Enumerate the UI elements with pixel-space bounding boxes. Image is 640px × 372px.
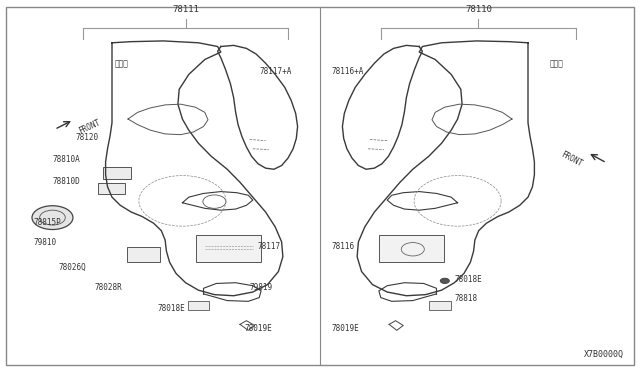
FancyBboxPatch shape [429, 301, 451, 310]
Text: 78028R: 78028R [95, 283, 122, 292]
Text: 78110: 78110 [465, 5, 492, 14]
Circle shape [440, 278, 449, 283]
Text: 78120: 78120 [76, 133, 99, 142]
FancyBboxPatch shape [103, 167, 131, 179]
Text: 非販売: 非販売 [550, 60, 564, 68]
Text: 非販売: 非販売 [115, 60, 129, 68]
Text: 78018E: 78018E [157, 304, 186, 312]
FancyBboxPatch shape [127, 247, 160, 262]
FancyBboxPatch shape [188, 301, 209, 310]
Text: FRONT: FRONT [77, 118, 102, 135]
Text: 78019E: 78019E [332, 324, 359, 333]
Text: X7B0000Q: X7B0000Q [584, 350, 624, 359]
Text: 78018E: 78018E [454, 275, 482, 284]
Text: 78815P: 78815P [33, 218, 61, 227]
Text: 78810A: 78810A [52, 155, 80, 164]
Text: 78810D: 78810D [52, 177, 80, 186]
Text: 78818: 78818 [454, 294, 477, 303]
Text: 78111: 78111 [172, 5, 199, 14]
FancyBboxPatch shape [98, 183, 125, 194]
Text: 78026Q: 78026Q [59, 263, 86, 272]
Text: FRONT: FRONT [559, 150, 584, 169]
Text: 79810: 79810 [33, 238, 56, 247]
Text: 79819: 79819 [250, 283, 273, 292]
FancyBboxPatch shape [196, 235, 261, 262]
Text: 78117+A: 78117+A [259, 67, 292, 76]
Text: 78116+A: 78116+A [332, 67, 364, 76]
Circle shape [32, 206, 73, 230]
FancyBboxPatch shape [379, 235, 444, 262]
Text: 78117: 78117 [257, 242, 280, 251]
Text: 78019E: 78019E [244, 324, 272, 333]
Text: 78116: 78116 [332, 242, 355, 251]
